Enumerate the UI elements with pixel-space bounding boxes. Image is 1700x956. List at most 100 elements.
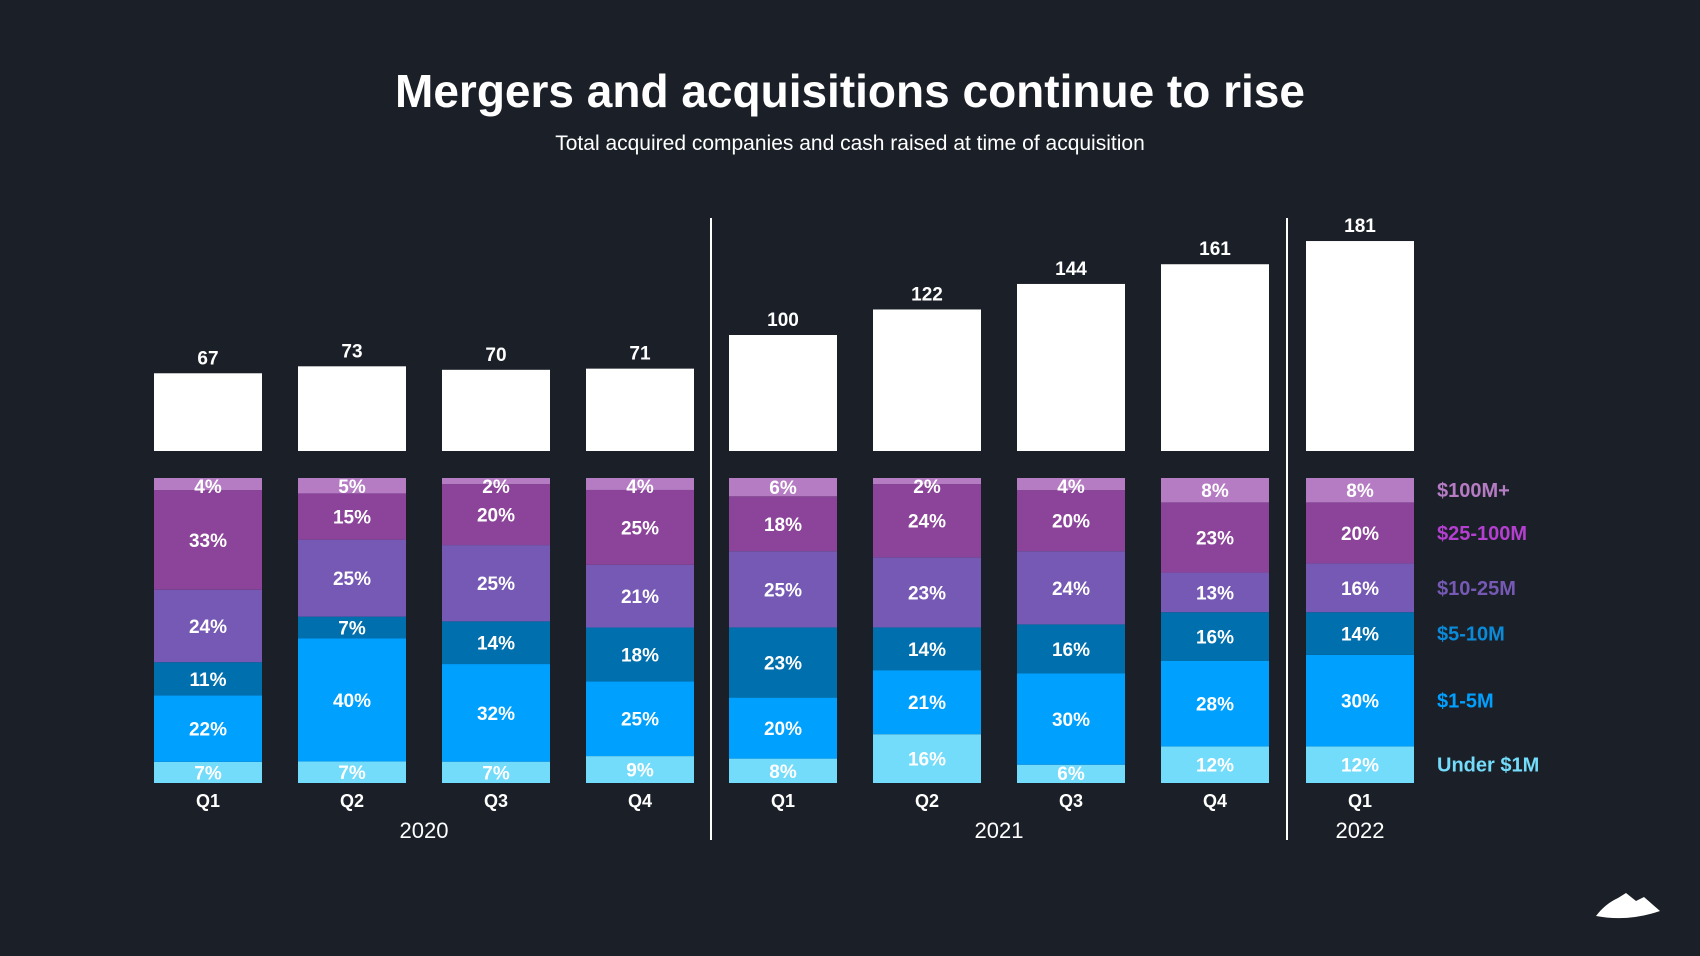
stack-segment <box>298 539 406 617</box>
quarter-label: Q1 <box>196 791 220 811</box>
stack-segment <box>1017 551 1125 625</box>
segment-label: 18% <box>621 645 659 666</box>
segment-label: 14% <box>477 634 515 655</box>
total-bar <box>729 335 837 451</box>
quarter-label: Q2 <box>340 791 364 811</box>
stack-segment <box>1161 478 1269 503</box>
stack-segment <box>586 478 694 490</box>
year-label: 2020 <box>400 818 449 843</box>
year-label: 2022 <box>1336 818 1385 843</box>
segment-label: 21% <box>908 693 946 714</box>
segment-label: 24% <box>189 617 227 638</box>
stack-segment <box>873 627 981 671</box>
stack-segment <box>154 478 262 491</box>
segment-label: 2% <box>482 477 510 498</box>
quarter-label: Q1 <box>771 791 795 811</box>
stack-segment <box>1017 478 1125 491</box>
stack-segment <box>442 761 550 783</box>
stack-segment <box>154 761 262 783</box>
segment-label: 4% <box>626 477 654 498</box>
stack-segment <box>1306 502 1414 564</box>
segment-label: 15% <box>333 508 371 529</box>
segment-label: 4% <box>194 477 222 498</box>
total-bar <box>298 366 406 451</box>
segment-label: 25% <box>621 710 659 731</box>
segment-label: 9% <box>626 761 654 782</box>
stack-segment <box>442 478 550 485</box>
stack-segment <box>729 758 837 783</box>
segment-label: 23% <box>1196 528 1234 549</box>
stack-segment <box>873 734 981 783</box>
segment-label: 8% <box>1201 481 1229 502</box>
stack-segment <box>298 761 406 783</box>
segment-label: 25% <box>333 569 371 590</box>
segment-label: 20% <box>1052 512 1090 533</box>
segment-label: 16% <box>1196 628 1234 649</box>
segment-label: 14% <box>1341 625 1379 646</box>
segment-label: 7% <box>482 763 510 784</box>
stack-segment <box>442 484 550 546</box>
segment-label: 21% <box>621 587 659 608</box>
segment-label: 14% <box>908 640 946 661</box>
quarter-label: Q2 <box>915 791 939 811</box>
stack-segment <box>1017 673 1125 765</box>
total-bar <box>586 368 694 451</box>
segment-label: 22% <box>189 720 227 741</box>
stack-segment <box>873 557 981 628</box>
total-bar <box>1017 283 1125 451</box>
stack-segment <box>729 478 837 497</box>
segment-label: 12% <box>1196 756 1234 777</box>
segment-label: 30% <box>1341 692 1379 713</box>
total-label: 73 <box>341 341 362 362</box>
total-label: 100 <box>767 310 799 331</box>
total-label: 144 <box>1055 259 1087 280</box>
segment-label: 18% <box>764 515 802 536</box>
quarter-label: Q4 <box>628 791 652 811</box>
quarter-label: Q3 <box>1059 791 1083 811</box>
legend-item: Under $1M <box>1437 755 1539 777</box>
segment-label: 30% <box>1052 710 1090 731</box>
stack-segment <box>1306 478 1414 503</box>
segment-label: 24% <box>908 512 946 533</box>
stack-segment <box>298 638 406 762</box>
chart-subtitle: Total acquired companies and cash raised… <box>555 132 1145 155</box>
total-bar <box>1161 264 1269 451</box>
stack-segment <box>1161 612 1269 661</box>
stack-segment <box>1161 502 1269 573</box>
stack-segment <box>586 681 694 757</box>
segment-label: 16% <box>1052 640 1090 661</box>
segment-label: 13% <box>1196 583 1234 604</box>
segment-label: 20% <box>764 719 802 740</box>
stack-segment <box>1161 746 1269 783</box>
segment-label: 2% <box>913 477 941 498</box>
total-label: 70 <box>485 345 506 366</box>
legend-item: $5-10M <box>1437 624 1505 646</box>
stack-segment <box>586 627 694 682</box>
stack-segment <box>442 664 550 762</box>
mountain-logo-icon <box>1596 893 1660 919</box>
segment-label: 25% <box>621 518 659 539</box>
segment-label: 8% <box>1346 481 1374 502</box>
total-bar <box>442 369 550 451</box>
stack-segment <box>1306 563 1414 613</box>
stack-segment <box>729 551 837 628</box>
stack-segment <box>154 490 262 590</box>
segment-label: 16% <box>1341 579 1379 600</box>
segment-label: 8% <box>769 762 797 783</box>
stack-segment <box>298 478 406 494</box>
segment-label: 12% <box>1341 756 1379 777</box>
total-bar <box>1306 241 1414 451</box>
segment-label: 24% <box>1052 579 1090 600</box>
segment-label: 7% <box>338 763 366 784</box>
segment-label: 7% <box>194 763 222 784</box>
year-label: 2021 <box>975 818 1024 843</box>
legend-item: $100M+ <box>1437 480 1510 502</box>
chart-title: Mergers and acquisitions continue to ris… <box>395 65 1305 117</box>
segment-label: 33% <box>189 531 227 552</box>
quarter-label: Q1 <box>1348 791 1372 811</box>
segment-label: 20% <box>1341 524 1379 545</box>
segment-label: 20% <box>477 506 515 527</box>
legend-item: $10-25M <box>1437 578 1516 600</box>
stack-segment <box>154 695 262 762</box>
